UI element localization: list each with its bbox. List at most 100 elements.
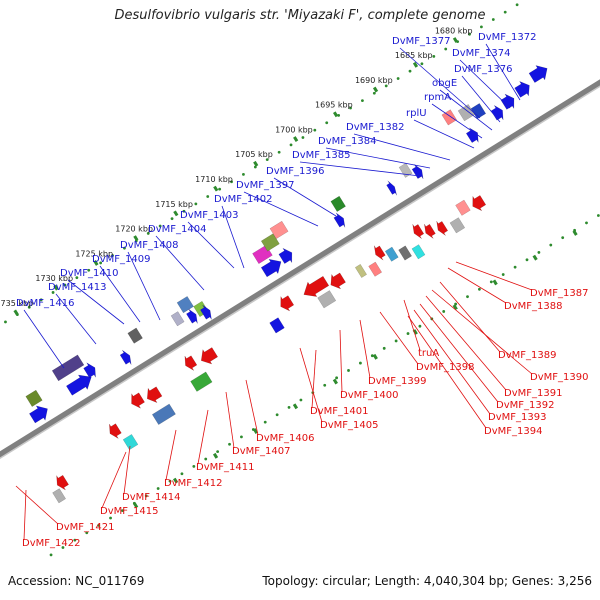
rail-dot — [444, 47, 448, 51]
backbone-line — [0, 79, 600, 459]
rail-dot — [146, 232, 150, 235]
kbp-tick — [412, 61, 419, 68]
gene-label-forward: rpmA — [424, 92, 451, 103]
rail-dot — [466, 295, 469, 299]
rail-dot — [109, 516, 112, 520]
rail-dot — [263, 420, 267, 424]
kbp-label: 1730 kbp — [35, 274, 73, 283]
leader-line — [413, 119, 475, 149]
rail-dot — [480, 25, 483, 29]
rail-dot — [4, 320, 7, 324]
map-title: Desulfovibrio vulgaris str. 'Miyazaki F'… — [114, 8, 486, 23]
rail-dot — [216, 450, 220, 454]
gene-forward-box — [127, 327, 143, 344]
rail-dot — [170, 217, 174, 221]
leader-line — [67, 279, 125, 325]
kbp-label: 1725 kbp — [75, 249, 113, 258]
gene-label-reverse: DvMF_1398 — [416, 362, 474, 373]
rail-dot — [158, 224, 162, 228]
rail-dot — [206, 195, 210, 198]
kbp-tick — [452, 37, 459, 43]
kbp-tick-lower — [252, 428, 259, 434]
rail-dot — [513, 265, 517, 269]
leader-line — [299, 161, 421, 177]
kbp-tick-lower — [332, 378, 338, 385]
gene-label-forward: DvMF_1396 — [266, 166, 324, 177]
rail-dot — [394, 339, 398, 343]
gene-reverse-box — [449, 217, 466, 234]
kbp-tick — [372, 86, 379, 93]
rail-dot — [335, 376, 339, 380]
gene-label-reverse: DvMF_1393 — [488, 412, 546, 423]
gene-forward-box — [330, 195, 346, 212]
gene-label-reverse: DvMF_1392 — [496, 400, 554, 411]
gene-label-forward: DvMF_1382 — [346, 122, 404, 133]
rail-dot — [156, 487, 160, 490]
gene-forward-box — [398, 162, 413, 178]
rail-dot — [75, 276, 79, 280]
gene-reverse-box — [122, 433, 139, 451]
gene-label-reverse: DvMF_1406 — [256, 433, 314, 444]
leader-line — [187, 221, 235, 269]
rail-dot — [230, 180, 233, 184]
kbp-label: 1700 kbp — [275, 125, 313, 134]
gene-forward — [528, 65, 548, 83]
gene-label-reverse: DvMF_1389 — [498, 350, 556, 361]
kbp-tick-lower — [452, 304, 458, 311]
gene-reverse-box — [269, 317, 285, 334]
kbp-tick-lower — [532, 254, 538, 261]
gene-label-reverse: DvMF_1407 — [232, 446, 290, 457]
gene-forward — [386, 180, 397, 196]
leader-line — [299, 347, 323, 423]
gene-forward — [260, 258, 282, 278]
gene-label-reverse: DvMF_1394 — [484, 426, 542, 437]
gene-reverse-box — [151, 403, 176, 426]
rail-dot — [561, 236, 565, 240]
gene-reverse-box — [368, 261, 383, 277]
rail-dot — [63, 283, 67, 287]
gene-reverse — [146, 386, 163, 404]
rail-dot — [242, 173, 245, 176]
leader-line — [403, 299, 421, 351]
leader-line — [243, 191, 319, 227]
leader-line — [413, 309, 491, 415]
rail-dot — [87, 268, 91, 272]
gene-label-forward: obgE — [432, 78, 457, 89]
rail-dot — [51, 291, 55, 294]
leader-line — [311, 349, 317, 409]
leader-line — [353, 133, 451, 161]
gene-label-forward: DvMF_1376 — [454, 64, 512, 75]
gene-reverse — [472, 195, 487, 212]
gene-label-reverse: DvMF_1387 — [530, 288, 588, 299]
rail-dot — [111, 254, 114, 257]
gene-label-reverse: DvMF_1399 — [368, 376, 426, 387]
gene-forward — [29, 405, 48, 424]
leader-line — [23, 309, 65, 369]
gene-reverse-box — [354, 263, 368, 278]
rail-dot — [418, 324, 422, 328]
rail-dot — [144, 494, 148, 498]
gene-forward — [65, 374, 92, 396]
gene-label-reverse: DvMF_1400 — [340, 390, 398, 401]
gene-reverse — [373, 245, 386, 261]
leader-line — [225, 391, 235, 449]
gene-reverse-box — [398, 245, 413, 261]
gene-label-forward: DvMF_1416 — [16, 298, 74, 309]
gene-label-forward: DvMF_1377 — [392, 36, 450, 47]
leader-line — [101, 451, 127, 509]
rail-dot — [325, 121, 329, 125]
gene-forward — [83, 362, 96, 378]
rail-dot — [525, 258, 529, 262]
gene-reverse-box — [190, 371, 213, 392]
rail-dot — [382, 346, 386, 350]
kbp-tick — [53, 284, 59, 291]
gene-forward-box — [260, 233, 280, 252]
leader-line — [273, 177, 337, 217]
rail-dot — [228, 442, 231, 446]
gene-label-reverse: DvMF_1405 — [320, 420, 378, 431]
rail-dot — [275, 413, 279, 417]
gene-reverse — [412, 224, 425, 239]
kbp-tick — [13, 309, 19, 316]
rail-dot — [537, 251, 541, 254]
